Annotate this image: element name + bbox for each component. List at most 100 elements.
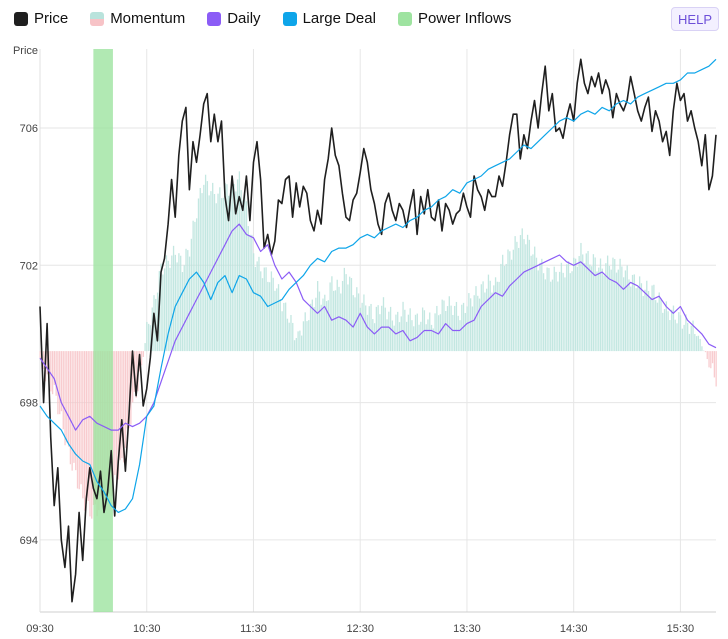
y-axis-label: Price xyxy=(13,45,38,57)
legend-label-price: Price xyxy=(34,10,69,27)
momentum-bar xyxy=(475,286,477,352)
momentum-bar xyxy=(418,324,420,352)
momentum-bar xyxy=(288,322,290,352)
momentum-bar xyxy=(569,273,571,352)
momentum-bar xyxy=(201,193,203,352)
power-inflows-swatch-icon xyxy=(397,11,412,26)
momentum-bar xyxy=(352,295,354,352)
momentum-bar xyxy=(715,351,717,387)
momentum-bar xyxy=(185,248,187,352)
momentum-bar xyxy=(560,262,563,352)
help-button[interactable]: HELP xyxy=(671,7,719,31)
momentum-bar xyxy=(587,250,589,352)
momentum-bar xyxy=(541,258,543,352)
momentum-bar xyxy=(308,320,310,352)
momentum-bar xyxy=(649,297,651,352)
momentum-bar xyxy=(194,221,196,352)
momentum-bar xyxy=(181,272,184,352)
momentum-bar xyxy=(639,276,641,352)
momentum-bar xyxy=(224,183,226,352)
momentum-bar xyxy=(459,320,461,352)
momentum-bar xyxy=(277,284,280,352)
momentum-bar xyxy=(268,282,271,352)
momentum-bar xyxy=(146,321,148,352)
momentum-bar xyxy=(370,303,372,352)
momentum-bar xyxy=(708,351,710,368)
momentum-bar xyxy=(658,292,660,352)
momentum-bar xyxy=(628,279,630,352)
momentum-bar xyxy=(432,328,434,352)
momentum-bar xyxy=(188,256,191,352)
momentum-bar xyxy=(180,255,182,352)
momentum-bar xyxy=(53,351,56,385)
momentum-bar xyxy=(566,264,568,352)
momentum-bar xyxy=(487,274,490,352)
momentum-bar xyxy=(646,280,648,352)
momentum-bar xyxy=(213,194,216,352)
momentum-bar xyxy=(411,320,413,352)
momentum-bar xyxy=(530,255,532,352)
momentum-bar xyxy=(619,258,621,352)
momentum-bar xyxy=(325,301,328,352)
momentum-bar xyxy=(142,351,144,357)
momentum-bar xyxy=(453,305,456,352)
momentum-bar xyxy=(340,293,342,352)
momentum-bar xyxy=(132,351,134,403)
momentum-bar xyxy=(571,271,573,352)
momentum-bar xyxy=(452,314,454,352)
momentum-bar xyxy=(678,312,680,352)
legend-item-daily[interactable]: Daily xyxy=(207,10,261,27)
momentum-bar xyxy=(318,291,321,352)
legend-item-large-deal[interactable]: Large Deal xyxy=(282,10,376,27)
momentum-bar xyxy=(414,314,417,352)
momentum-bar xyxy=(448,296,450,352)
momentum-bar xyxy=(482,281,484,352)
x-tick-label: 10:30 xyxy=(133,623,161,635)
legend-item-power-inflows[interactable]: Power Inflows xyxy=(397,10,511,27)
momentum-bar xyxy=(429,312,431,352)
momentum-bar xyxy=(596,271,598,352)
momentum-bar xyxy=(220,198,223,352)
momentum-bar xyxy=(457,315,459,352)
momentum-bar xyxy=(78,351,80,490)
momentum-bar xyxy=(687,322,689,352)
momentum-bar xyxy=(532,254,534,352)
momentum-bar xyxy=(416,313,418,352)
momentum-bar xyxy=(386,319,388,352)
momentum-bar xyxy=(270,271,273,352)
momentum-bar xyxy=(525,244,527,352)
x-tick-label: 09:30 xyxy=(26,623,54,635)
momentum-bar xyxy=(187,250,189,352)
momentum-bar xyxy=(494,277,497,352)
x-tick-label: 15:30 xyxy=(667,623,695,635)
momentum-bar xyxy=(183,265,185,352)
momentum-bar xyxy=(215,203,217,352)
momentum-bar xyxy=(484,292,486,352)
momentum-bar xyxy=(630,286,632,352)
momentum-bar xyxy=(256,261,258,352)
momentum-bar xyxy=(644,289,646,352)
momentum-bar xyxy=(67,351,70,447)
momentum-bar xyxy=(85,351,88,504)
momentum-bar xyxy=(697,335,700,352)
momentum-bar xyxy=(55,351,57,396)
momentum-bar xyxy=(153,295,155,352)
momentum-bar xyxy=(606,255,609,352)
momentum-bar xyxy=(537,270,539,352)
momentum-bar xyxy=(217,193,219,352)
legend-item-momentum[interactable]: Momentum xyxy=(90,10,185,27)
momentum-bar xyxy=(585,253,587,352)
momentum-bar xyxy=(713,351,716,378)
momentum-bar xyxy=(395,314,397,352)
momentum-bar xyxy=(174,254,176,352)
momentum-bar xyxy=(439,314,442,352)
momentum-bar xyxy=(624,270,627,352)
momentum-bar xyxy=(176,262,178,352)
momentum-bar xyxy=(573,257,575,352)
momentum-bar xyxy=(701,346,703,352)
momentum-bar xyxy=(642,296,644,352)
legend-item-price[interactable]: Price xyxy=(14,10,68,27)
momentum-bar xyxy=(226,184,228,352)
momentum-bar xyxy=(135,351,137,398)
momentum-bar xyxy=(663,309,666,352)
